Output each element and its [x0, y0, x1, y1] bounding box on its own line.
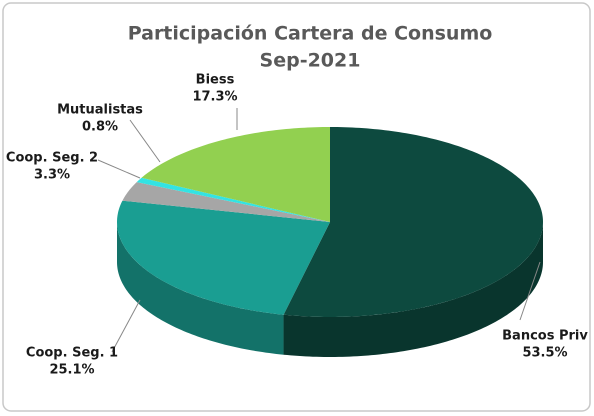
pie-slice [117, 200, 330, 315]
data-label-name: Bancos Priv [502, 329, 588, 344]
data-label-name: Coop. Seg. 2 [6, 151, 98, 166]
data-label-name: Biess [196, 73, 235, 88]
chart-subtitle: Sep-2021 [260, 50, 361, 72]
pie-slice [136, 177, 330, 222]
leader-line [519, 261, 541, 321]
data-label-value: 25.1% [49, 363, 94, 378]
pie-slice [141, 127, 330, 222]
data-label-name: Coop. Seg. 1 [26, 346, 118, 361]
data-label-value: 3.3% [34, 168, 70, 183]
pie-slice-side [283, 222, 543, 357]
leader-line [129, 119, 161, 163]
data-label-value: 17.3% [192, 90, 237, 105]
leader-line [111, 299, 141, 353]
pie-slice [122, 182, 330, 222]
data-label-name: Mutualistas [57, 103, 143, 118]
pie-slice [283, 127, 543, 317]
data-label-value: 53.5% [522, 346, 567, 361]
data-label-value: 0.8% [82, 120, 118, 135]
pie-slice-side [117, 222, 284, 355]
chart-title: Participación Cartera de Consumo [128, 23, 493, 45]
leader-line [97, 159, 141, 179]
